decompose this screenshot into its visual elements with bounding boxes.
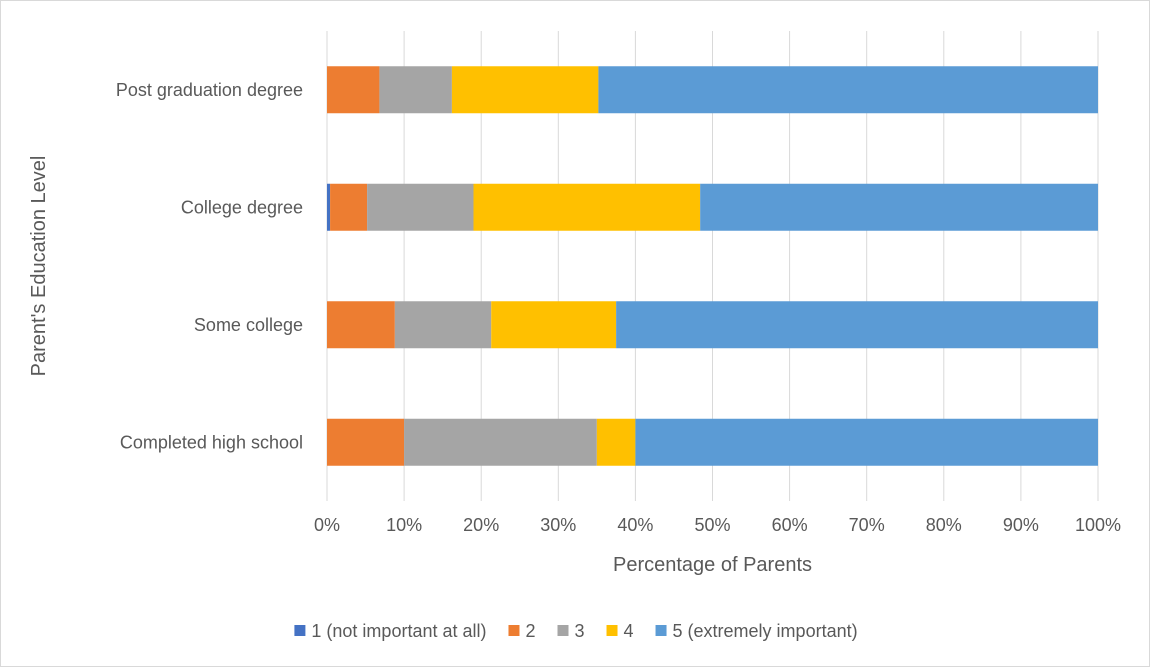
bar-segment (330, 183, 368, 231)
x-tick-labels: 0% 10% 20% 30% 40% 50% 60% 70% 80% 90% 100% (314, 515, 1121, 535)
legend-label: 5 (extremely important) (673, 621, 858, 641)
x-tick-label: 0% (314, 515, 340, 535)
legend-swatch (557, 625, 569, 636)
bar-segment (635, 418, 1098, 466)
y-tick-label: Completed high school (120, 432, 303, 452)
legend-item: 4 (606, 621, 634, 641)
x-tick-label: 40% (617, 515, 653, 535)
x-tick-label: 50% (694, 515, 730, 535)
x-axis-title: Percentage of Parents (613, 554, 812, 576)
legend-label: 2 (525, 621, 535, 641)
bar-segment (327, 183, 331, 231)
bar-segment (379, 66, 452, 114)
bar-segment (367, 183, 474, 231)
y-tick-label: College degree (181, 197, 303, 217)
legend-swatch (294, 625, 306, 636)
bar-segment (404, 418, 597, 466)
bar-segment (491, 301, 617, 349)
legend: 1 (not important at all) 2 3 4 5 (extremely … (294, 621, 858, 641)
bar-segment (394, 301, 492, 349)
x-tick-label: 10% (386, 515, 422, 535)
x-tick-label: 30% (540, 515, 576, 535)
bar-segment (473, 183, 701, 231)
y-tick-label: Post graduation degree (116, 80, 303, 100)
bar-segment (700, 183, 1098, 231)
x-tick-label: 60% (772, 515, 808, 535)
x-tick-label: 90% (1003, 515, 1039, 535)
bar-segment (451, 66, 599, 114)
x-tick-label: 100% (1075, 515, 1121, 535)
y-axis-title: Parent's Education Level (28, 156, 50, 377)
x-tick-label: 80% (926, 515, 962, 535)
legend-label: 1 (not important at all) (311, 621, 486, 641)
x-tick-label: 70% (849, 515, 885, 535)
y-tick-labels: Post graduation degree College degree Some… (116, 80, 303, 453)
legend-item: 1 (not important at all) (294, 621, 486, 641)
bar-segment (598, 66, 1098, 114)
bar-segment (327, 66, 380, 114)
bar-segment (596, 418, 636, 466)
y-tick-label: Some college (194, 315, 303, 335)
legend-item: 5 (extremely important) (655, 621, 858, 641)
x-tick-label: 20% (463, 515, 499, 535)
bars (327, 66, 1098, 466)
bar-segment (616, 301, 1098, 349)
bar-segment (327, 301, 395, 349)
legend-item: 3 (557, 621, 585, 641)
legend-swatch (655, 625, 667, 636)
bar-segment (327, 418, 405, 466)
legend-swatch (606, 625, 618, 636)
legend-label: 3 (575, 621, 585, 641)
legend-label: 4 (624, 621, 634, 641)
legend-swatch (508, 625, 520, 636)
legend-item: 2 (508, 621, 536, 641)
